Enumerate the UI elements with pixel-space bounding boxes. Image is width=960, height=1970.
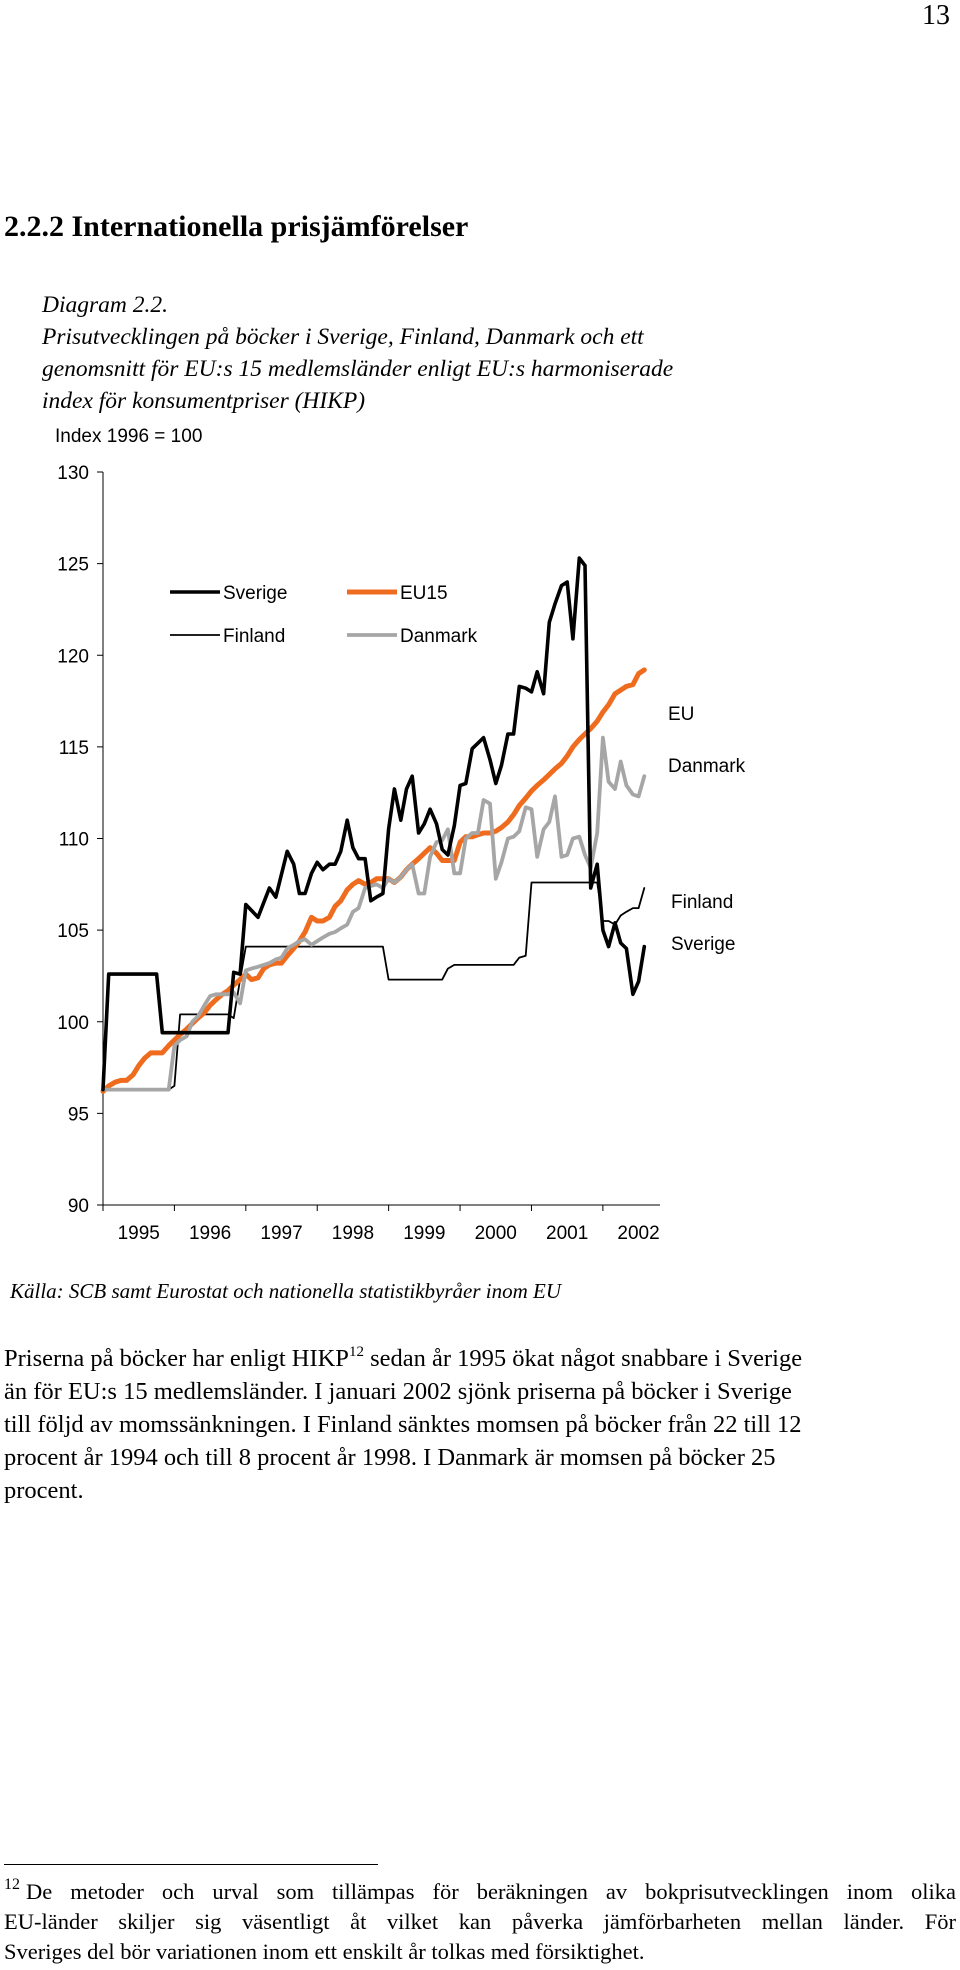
price-index-chart: Index 1996 = 100 130 125 120 115 110 105 100 95…: [55, 426, 746, 1244]
y-tick-label: 90: [68, 1196, 89, 1217]
x-tick-label: 1998: [332, 1223, 374, 1244]
legend-label-danmark: Danmark: [400, 626, 478, 647]
legend-label-eu15: EU15: [400, 583, 448, 604]
footnote-reference[interactable]: 12: [348, 1344, 364, 1360]
body-line: procent.: [4, 1477, 84, 1504]
series-line-sverige: [101, 556, 647, 1092]
series-line-finland: [102, 881, 646, 1091]
body-line-end: sedan år 1995 ökat något snabbare i Sver…: [363, 1345, 803, 1372]
x-tick-label: 2000: [475, 1223, 517, 1244]
footnote-line: EU-länder skiljer sig väsentligt åt vilk…: [4, 1909, 956, 1934]
end-label-eu: EU: [668, 704, 694, 725]
x-tick-label: 1995: [118, 1223, 160, 1244]
caption-line: genomsnitt för EU:s 15 medlemsländer enl…: [42, 356, 674, 382]
y-tick-label: 130: [57, 463, 89, 484]
chart-end-labels: EU Danmark Finland Sverige: [668, 704, 746, 955]
body-line: procent år 1994 och till 8 procent år 19…: [4, 1444, 776, 1471]
y-tick-label: 125: [57, 555, 89, 576]
figure-caption: Diagram 2.2. Prisutvecklingen på böcker …: [42, 289, 942, 417]
chart-legend: Sverige EU15 Finland Danmark: [170, 583, 478, 647]
y-tick-label: 110: [59, 830, 89, 851]
x-tick-label: 2002: [617, 1223, 659, 1244]
body-line: till följd av momssänkningen. I Finland …: [4, 1411, 802, 1438]
page-number: 13: [922, 0, 950, 31]
series-line-eu15: [100, 667, 647, 1094]
x-tick-label: 1996: [189, 1223, 231, 1244]
caption-label: Diagram 2.2.: [42, 292, 168, 318]
x-tick-label: 1997: [260, 1223, 302, 1244]
body-paragraph: Priserna på böcker har enligt HIKP12 sed…: [4, 1342, 954, 1507]
x-tick-label: 2001: [546, 1223, 588, 1244]
caption-line: index för konsumentpriser (HIKP): [42, 388, 366, 414]
footnote-number: 12: [4, 1876, 20, 1893]
end-label-danmark: Danmark: [668, 756, 746, 777]
footnote-divider: [4, 1864, 378, 1865]
body-line: än för EU:s 15 medlemsländer. I januari …: [4, 1378, 792, 1405]
x-tick-label: 1999: [403, 1223, 445, 1244]
legend-label-finland: Finland: [223, 626, 285, 647]
section-title: 2.2.2 Internationella prisjämförelser: [4, 210, 469, 243]
end-label-sverige: Sverige: [671, 934, 735, 955]
chart-series: [100, 556, 647, 1094]
body-line-start: Priserna på böcker har enligt HIKP: [4, 1345, 349, 1372]
caption-line: Prisutvecklingen på böcker i Sverige, Fi…: [42, 324, 644, 350]
footnote-line: 12 De metoder och urval som tillämpas för…: [4, 1877, 956, 1907]
y-tick-label: 120: [57, 646, 89, 667]
chart-axes: 130 125 120 115 110 105 100 95 90 1995 1996 1997 199…: [57, 463, 660, 1244]
y-tick-label: 105: [57, 921, 89, 942]
end-label-finland: Finland: [671, 892, 733, 913]
legend-label-sverige: Sverige: [223, 583, 287, 604]
footnote-line: Sveriges del bör variationen inom ett en…: [4, 1939, 645, 1964]
footnote-text: De metoder och urval som tillämpas för b…: [26, 1879, 956, 1904]
y-tick-label: 115: [59, 738, 89, 759]
footnote: 12 De metoder och urval som tillämpas för…: [4, 1877, 956, 1967]
y-axis-label: Index 1996 = 100: [55, 426, 202, 447]
y-tick-label: 100: [57, 1013, 89, 1034]
chart-source: Källa: SCB samt Eurostat och nationella …: [10, 1279, 562, 1303]
body-line: Priserna på böcker har enligt HIKP12 sed…: [4, 1342, 954, 1375]
y-tick-label: 95: [68, 1104, 89, 1125]
series-line-danmark: [101, 735, 647, 1092]
